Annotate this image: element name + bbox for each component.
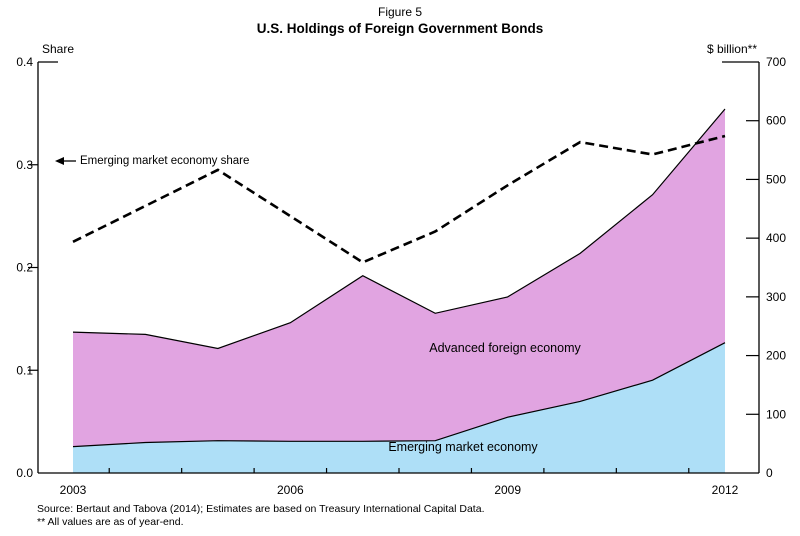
- advanced-area-label: Advanced foreign economy: [429, 341, 581, 355]
- footnotes: Source: Bertaut and Tabova (2014); Estim…: [37, 503, 484, 529]
- share-dashed-line: [72, 134, 726, 264]
- x-axis-year-label: 2009: [494, 483, 521, 497]
- emerging-area-outline: [72, 342, 726, 448]
- advanced-area: [73, 109, 725, 447]
- chart-title: U.S. Holdings of Foreign Government Bond…: [256, 21, 544, 36]
- right-axis-tick-label: 100: [766, 407, 786, 421]
- x-axis-year-label: 2003: [60, 483, 87, 497]
- advanced-area-outline: [72, 108, 726, 350]
- right-axis-tick-label: 500: [766, 172, 786, 186]
- left-axis-tick-label: 0.4: [16, 55, 33, 69]
- year-end-note: ** All values are as of year-end.: [37, 516, 184, 528]
- left-axis-tick-label: 0.0: [16, 466, 33, 480]
- right-axis-tick-label: 200: [766, 349, 786, 363]
- right-axis-tick-label: 0: [766, 466, 773, 480]
- dashed-line-annotation: Emerging market economy share: [80, 155, 249, 167]
- left-axis-tick-label: 0.2: [16, 261, 33, 275]
- left-axis-tick-label: 0.3: [16, 158, 33, 172]
- left-axis-title: Share: [42, 42, 75, 56]
- emerging-area-label: Emerging market economy: [388, 440, 538, 454]
- dashed-line-annotation-label: Emerging market economy share: [80, 155, 250, 167]
- left-axis-tick-label: 0.1: [16, 363, 33, 377]
- figure-number: Figure 5: [377, 5, 423, 19]
- right-axis-tick-label: 700: [766, 55, 786, 69]
- annotation-left-arrow-head-icon: [55, 157, 64, 165]
- right-axis-tick-label: 400: [766, 231, 786, 245]
- x-axis-year-label: 2006: [277, 483, 304, 497]
- emerging-area: [73, 342, 725, 473]
- source-note: Source: Bertaut and Tabova (2014); Estim…: [37, 503, 485, 515]
- x-axis-year-label: 2012: [712, 483, 739, 497]
- right-axis-tick-label: 600: [766, 114, 786, 128]
- right-axis-title: $ billion**: [706, 42, 757, 56]
- right-axis-tick-label: 300: [766, 290, 786, 304]
